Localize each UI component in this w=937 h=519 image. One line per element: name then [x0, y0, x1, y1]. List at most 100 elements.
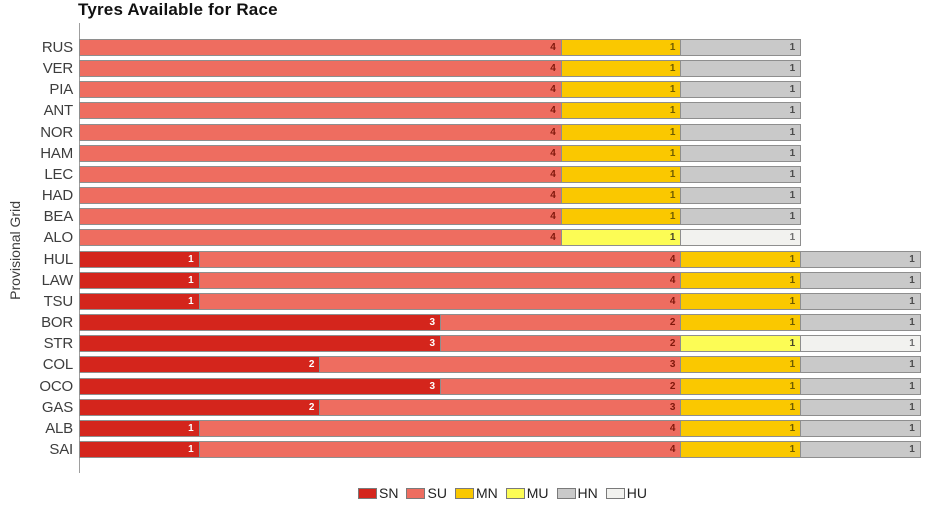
- driver-label: RUS: [41, 39, 73, 56]
- bar-row-ham: HAM 4 1 1: [0, 144, 802, 162]
- segment-value-label: 4: [550, 84, 556, 96]
- legend-swatch-hn: [556, 487, 576, 499]
- bar-segment-su: 4: [198, 441, 682, 459]
- bars-area: RUS 4 1 1 VER 4 1 1 PIA 4 1 1 ANT 4 1 1 NOR 4 1 1 HAM 4 1 1 LEC 4…: [0, 39, 937, 463]
- bar-segment-su: 4: [198, 250, 682, 268]
- segment-value-label: 1: [909, 274, 915, 286]
- bar-segment-sn: 1: [79, 419, 200, 437]
- segment-value-label: 1: [669, 126, 676, 138]
- bar-row-alb: ALB 1 4 1 1: [0, 419, 921, 437]
- segment-value-label: 1: [789, 295, 796, 307]
- segment-value-label: 3: [669, 401, 676, 413]
- bar-segment-mn: 1: [680, 398, 802, 416]
- legend-swatch-hu: [605, 487, 625, 499]
- segment-value-label: 4: [550, 147, 556, 159]
- legend-item-su: SU: [406, 485, 447, 501]
- driver-label: HAD: [41, 187, 73, 205]
- bar-segment-su: 4: [79, 208, 562, 226]
- segment-value-label: 4: [669, 253, 676, 265]
- driver-label: BEA: [43, 208, 74, 226]
- bar-segment-hn: 1: [800, 419, 921, 437]
- segment-value-label: 4: [550, 63, 556, 75]
- segment-value-label: 1: [188, 444, 194, 456]
- bar-segment-mu: 1: [560, 229, 682, 247]
- driver-label: LEC: [44, 165, 73, 183]
- segment-value-label: 1: [789, 253, 796, 265]
- segment-value-label: 1: [789, 63, 796, 75]
- legend: SN SU MN MU HN HU: [80, 485, 925, 501]
- bar-row-bea: BEA 4 1 1: [0, 208, 802, 226]
- driver-label: NOR: [40, 123, 73, 141]
- bar-row-pia: PIA 4 1 1: [0, 81, 802, 99]
- segment-value-label: 1: [789, 380, 796, 392]
- bar-segment-hn: 1: [800, 250, 921, 268]
- bar-segment-su: 2: [440, 314, 682, 332]
- segment-value-label: 4: [550, 42, 556, 53]
- bar-segment-su: 4: [79, 39, 562, 56]
- bar-segment-mn: 1: [680, 271, 802, 289]
- segment-value-label: 1: [909, 444, 915, 456]
- bar-segment-mu: 1: [680, 335, 802, 353]
- bar-segment-hn: 1: [800, 271, 921, 289]
- legend-label: SN: [379, 485, 399, 501]
- segment-value-label: 1: [669, 84, 676, 96]
- bar-row-lec: LEC 4 1 1: [0, 165, 802, 183]
- driver-label: ANT: [43, 102, 74, 120]
- bar-segment-su: 4: [79, 102, 562, 120]
- segment-value-label: 1: [909, 253, 915, 265]
- bar-row-alo: ALO 4 1 1: [0, 229, 802, 247]
- bar-segment-mn: 1: [680, 419, 802, 437]
- segment-value-label: 1: [669, 168, 676, 180]
- bar-row-hul: HUL 1 4 1 1: [0, 250, 921, 268]
- segment-value-label: 3: [429, 338, 436, 350]
- segment-value-label: 4: [669, 422, 676, 434]
- legend-label: HU: [626, 485, 647, 501]
- bar-segment-mn: 1: [560, 144, 682, 162]
- segment-value-label: 1: [669, 63, 676, 75]
- bar-segment-hn: 1: [800, 441, 921, 459]
- segment-value-label: 4: [669, 444, 676, 456]
- bar-row-sai: SAI 1 4 1 1: [0, 441, 921, 459]
- bar-segment-su: 3: [319, 398, 682, 416]
- segment-value-label: 3: [429, 380, 436, 392]
- segment-value-label: 1: [789, 232, 796, 244]
- segment-value-label: 1: [789, 168, 796, 180]
- legend-item-hu: HU: [605, 485, 647, 501]
- bar-segment-su: 2: [440, 335, 682, 353]
- driver-label: BOR: [41, 314, 73, 332]
- driver-label: HAM: [40, 144, 73, 162]
- driver-label: STR: [43, 335, 74, 353]
- segment-value-label: 1: [188, 295, 194, 307]
- legend-swatch-mn: [454, 487, 474, 499]
- bar-segment-mn: 1: [560, 165, 682, 183]
- bar-segment-hn: 1: [680, 123, 802, 141]
- segment-value-label: 1: [909, 359, 915, 371]
- bar-segment-sn: 3: [79, 314, 442, 332]
- bar-segment-su: 4: [198, 292, 682, 310]
- segment-value-label: 1: [789, 317, 796, 329]
- legend-item-hn: HN: [556, 485, 598, 501]
- legend-label: HN: [577, 485, 598, 501]
- bar-segment-hn: 1: [680, 208, 802, 226]
- bar-segment-su: 4: [79, 123, 562, 141]
- segment-value-label: 1: [789, 359, 796, 371]
- bar-segment-mn: 1: [680, 292, 802, 310]
- bar-segment-sn: 2: [79, 356, 321, 374]
- bar-segment-hn: 1: [800, 377, 921, 395]
- bar-row-rus: RUS 4 1 1: [0, 39, 802, 56]
- legend-swatch-mu: [505, 487, 525, 499]
- legend-item-sn: SN: [358, 485, 398, 501]
- driver-label: GAS: [41, 398, 73, 416]
- segment-value-label: 1: [789, 84, 796, 96]
- bar-segment-su: 4: [79, 144, 562, 162]
- segment-value-label: 1: [669, 105, 676, 117]
- legend-item-mn: MN: [454, 485, 498, 501]
- bar-row-tsu: TSU 1 4 1 1: [0, 292, 921, 310]
- legend-swatch-sn: [358, 487, 378, 499]
- bar-segment-mn: 1: [680, 441, 802, 459]
- bar-segment-su: 4: [79, 60, 562, 78]
- bar-segment-hn: 1: [800, 314, 921, 332]
- bar-segment-hu: 1: [800, 335, 921, 353]
- segment-value-label: 2: [669, 317, 676, 329]
- bar-segment-mn: 1: [560, 81, 682, 99]
